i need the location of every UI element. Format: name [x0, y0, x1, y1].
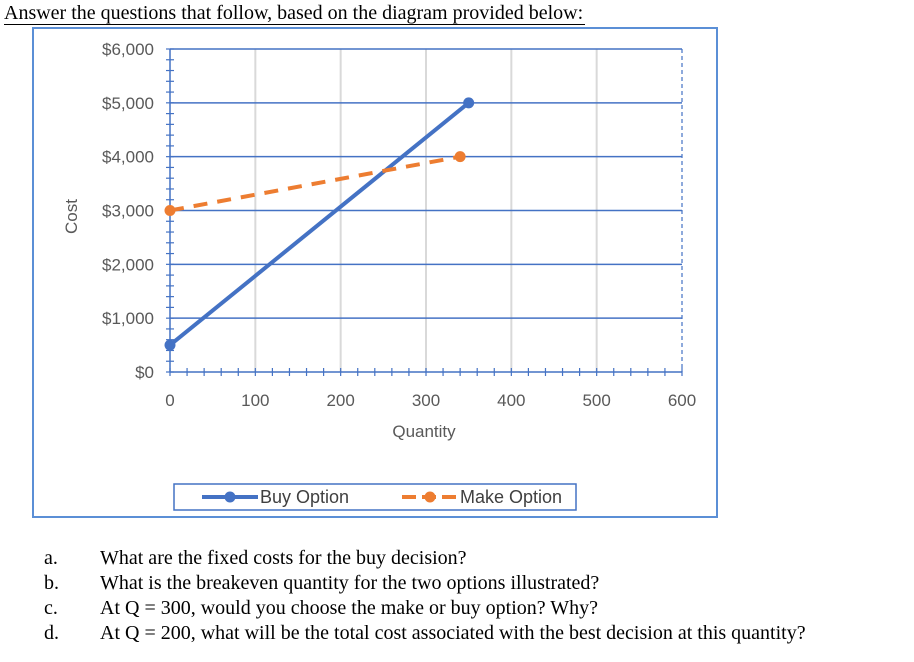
- data-point: [164, 339, 176, 351]
- y-tick-label: $5,000: [102, 94, 154, 113]
- y-tick-label: $2,000: [102, 255, 154, 274]
- question-item: d. At Q = 200, what will be the total co…: [0, 621, 914, 646]
- question-letter: a.: [44, 547, 58, 569]
- x-tick-label: 0: [165, 391, 174, 410]
- question-text: What is the breakeven quantity for the t…: [100, 572, 600, 594]
- y-tick-label: $3,000: [102, 202, 154, 221]
- question-item: c. At Q = 300, would you choose the make…: [0, 596, 914, 621]
- question-item: a. What are the fixed costs for the buy …: [0, 546, 914, 571]
- question-letter: b.: [44, 572, 59, 594]
- y-tick-label: $1,000: [102, 309, 154, 328]
- y-tick-label: $0: [135, 363, 154, 382]
- legend-label: Make Option: [460, 487, 562, 507]
- data-point: [463, 97, 475, 109]
- x-tick-label: 500: [582, 391, 610, 410]
- x-tick-label: 400: [497, 391, 525, 410]
- x-axis-title: Quantity: [392, 422, 456, 441]
- chart-frame: 0 100 200 300 400 500 600 $0 $1,000 $2,000 $3,000 $…: [32, 27, 718, 518]
- x-tick-label: 300: [412, 391, 440, 410]
- y-tick-label: $4,000: [102, 148, 154, 167]
- data-point: [454, 151, 466, 163]
- y-axis-title: Cost: [62, 199, 81, 234]
- data-point: [164, 205, 176, 216]
- question-letter: c.: [44, 597, 58, 619]
- cost-chart: 0 100 200 300 400 500 600 $0 $1,000 $2,000 $3,000 $…: [62, 40, 696, 511]
- legend-swatch-marker: [224, 491, 236, 503]
- y-tick-label: $6,000: [102, 40, 154, 59]
- x-tick-label: 200: [326, 391, 354, 410]
- series-line: [169, 154, 461, 213]
- question-text: At Q = 300, would you choose the make or…: [100, 597, 599, 619]
- x-tick-label: 100: [241, 391, 269, 410]
- questions-list: a. What are the fixed costs for the buy …: [0, 546, 914, 646]
- question-text: What are the fixed costs for the buy dec…: [100, 547, 467, 569]
- intro-text: Answer the questions that follow, based …: [4, 2, 586, 25]
- legend-label: Buy Option: [260, 487, 349, 507]
- series-line: [168, 101, 470, 347]
- question-item: b. What is the breakeven quantity for th…: [0, 571, 914, 596]
- legend-swatch-marker: [424, 491, 436, 503]
- x-tick-label: 600: [668, 391, 696, 410]
- question-letter: d.: [44, 622, 59, 644]
- question-text: At Q = 200, what will be the total cost …: [100, 622, 806, 644]
